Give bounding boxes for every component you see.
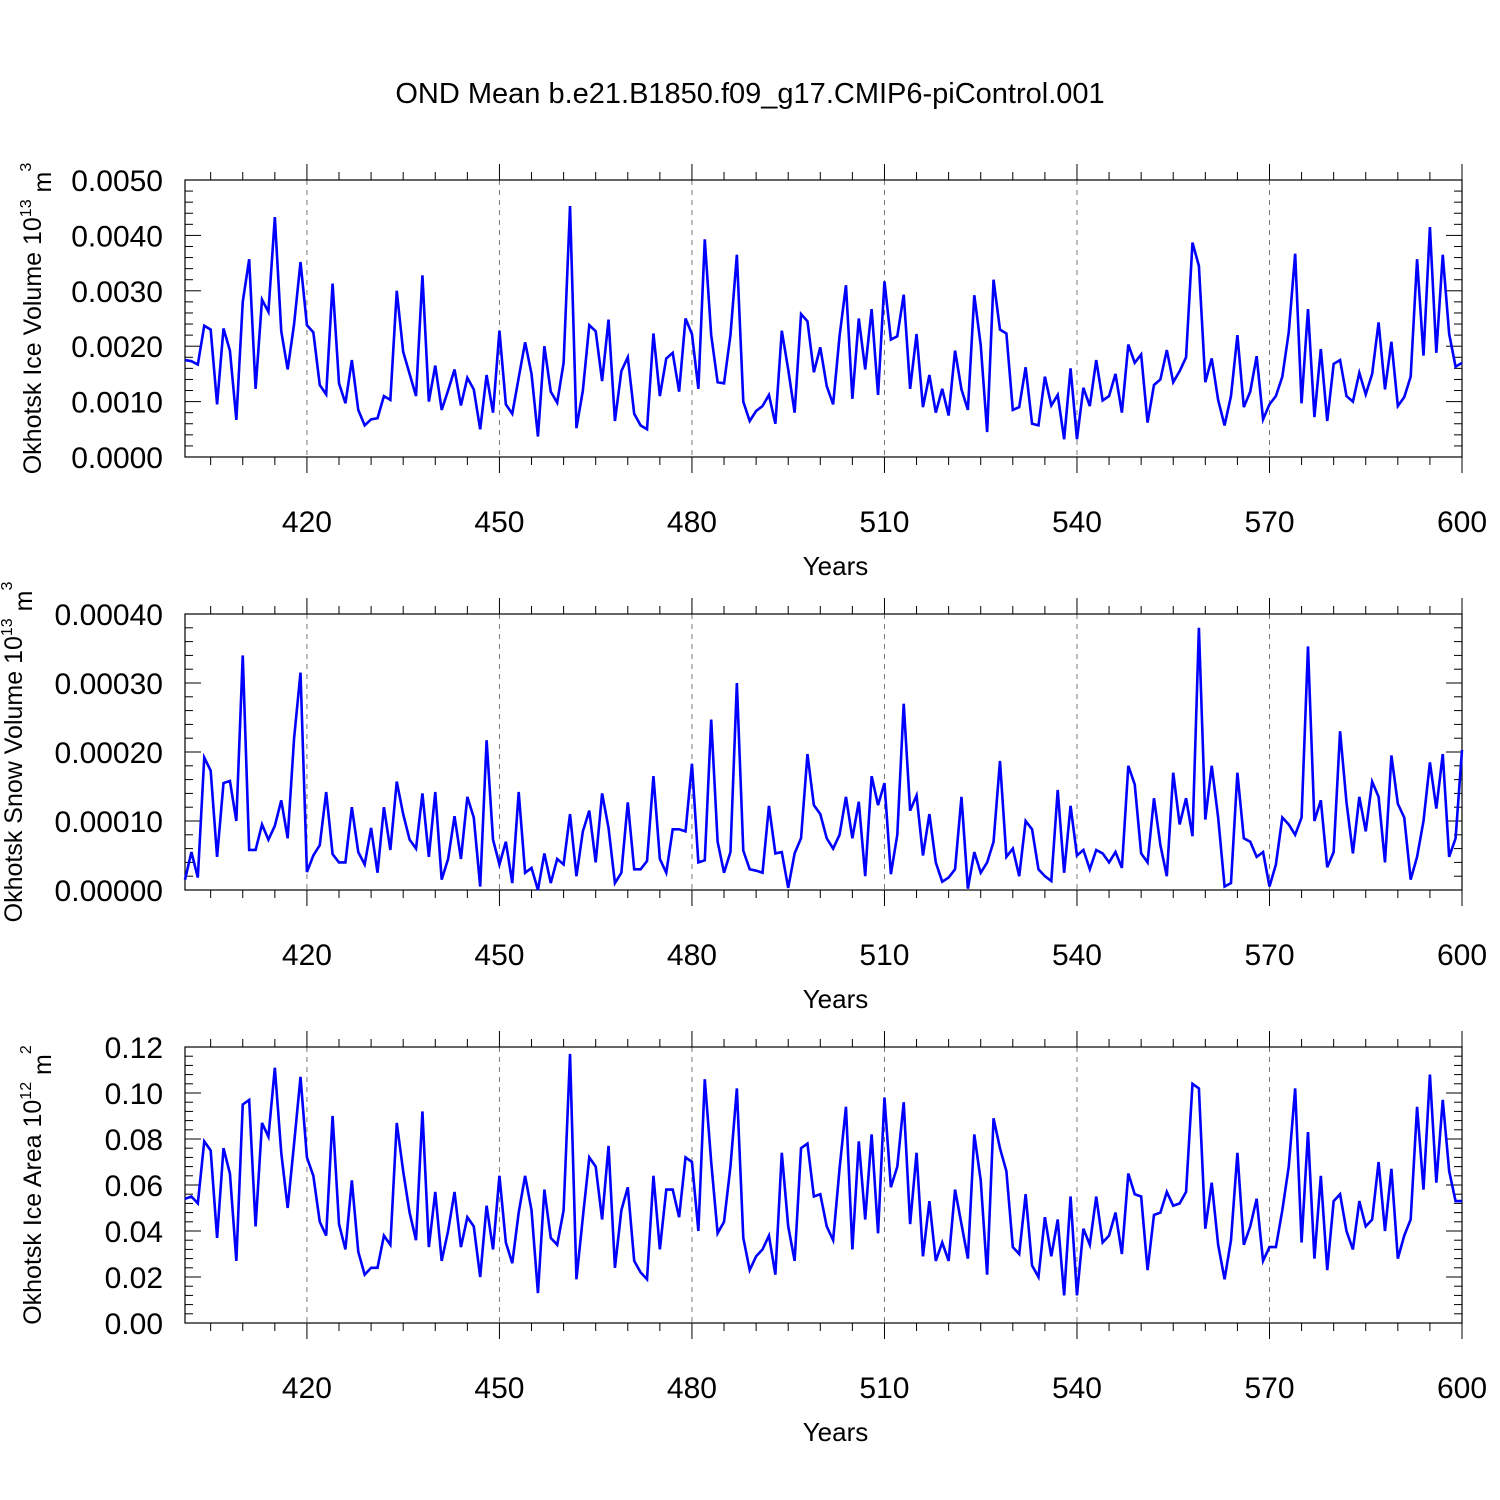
x-tick-label: 540 [1052,506,1102,539]
plot-frame [184,613,1463,891]
y-tick-label: 0.02 [105,1262,163,1295]
y-axis-title: Okhotsk Ice Area 1012 m2 [18,1045,57,1325]
x-tick-label: 450 [474,1372,524,1405]
x-tick-label: 420 [282,1372,332,1405]
x-tick-label: 510 [859,1372,909,1405]
y-tick-label: 0.12 [105,1032,163,1065]
plot-frame [184,1046,1463,1324]
chart-panel-3: 420 450 480 510 540 570 600 0.00 0.02 0.04 0.06 0.0… [18,1031,1487,1447]
y-tick-label: 0.00030 [55,668,163,701]
chart-panel-2: 420 450 480 510 540 570 600 0.00000 0.00010 0.000… [0,582,1487,1014]
y-tick-label: 0.04 [105,1216,163,1249]
y-tick-label: 0.0010 [71,387,163,420]
x-axis-title: Years [803,1417,869,1447]
series-line [184,1053,1462,1296]
x-tick-label: 540 [1052,1372,1102,1405]
x-tick-label: 510 [859,939,909,972]
y-tick-label: 0.0030 [71,276,163,309]
x-axis-title: Years [803,551,869,581]
plot-frame [184,179,1463,458]
y-tick-label: 0.0050 [71,165,163,198]
chart-panel-1: 420 450 480 510 540 570 600 0.0000 0.0010 0.0020 0… [18,163,1487,581]
x-tick-label: 570 [1244,506,1294,539]
y-tick-label: 0.00020 [55,737,163,770]
x-tick-label: 600 [1437,939,1487,972]
y-tick-label: 0.00010 [55,806,163,839]
x-tick-label: 570 [1244,1372,1294,1405]
y-tick-label: 0.0040 [71,220,163,253]
y-tick-label: 0.00 [105,1308,163,1341]
x-tick-label: 510 [859,506,909,539]
x-tick-label: 420 [282,506,332,539]
y-tick-label: 0.0000 [71,442,163,475]
x-tick-label: 480 [667,939,717,972]
y-tick-label: 0.08 [105,1124,163,1157]
x-tick-label: 600 [1437,506,1487,539]
x-tick-label: 600 [1437,1372,1487,1405]
x-tick-label: 480 [667,1372,717,1405]
y-tick-label: 0.0020 [71,331,163,364]
page-title: OND Mean b.e21.B1850.f09_g17.CMIP6-piCon… [395,78,1105,110]
x-tick-label: 480 [667,506,717,539]
series-line [184,205,1463,440]
y-tick-label: 0.00000 [55,875,163,908]
x-tick-label: 570 [1244,939,1294,972]
y-axis-title: Okhotsk Snow Volume 1013 m3 [0,582,38,923]
x-tick-label: 450 [474,506,524,539]
x-axis-title: Years [803,984,869,1014]
series-line [183,627,1464,891]
y-tick-label: 0.06 [105,1170,163,1203]
y-tick-label: 0.10 [105,1078,163,1111]
x-tick-label: 450 [474,939,524,972]
y-axis-title: Okhotsk Ice Volume 1013 m3 [18,163,57,475]
y-tick-label: 0.00040 [55,599,163,632]
x-tick-label: 420 [282,939,332,972]
x-tick-label: 540 [1052,939,1102,972]
